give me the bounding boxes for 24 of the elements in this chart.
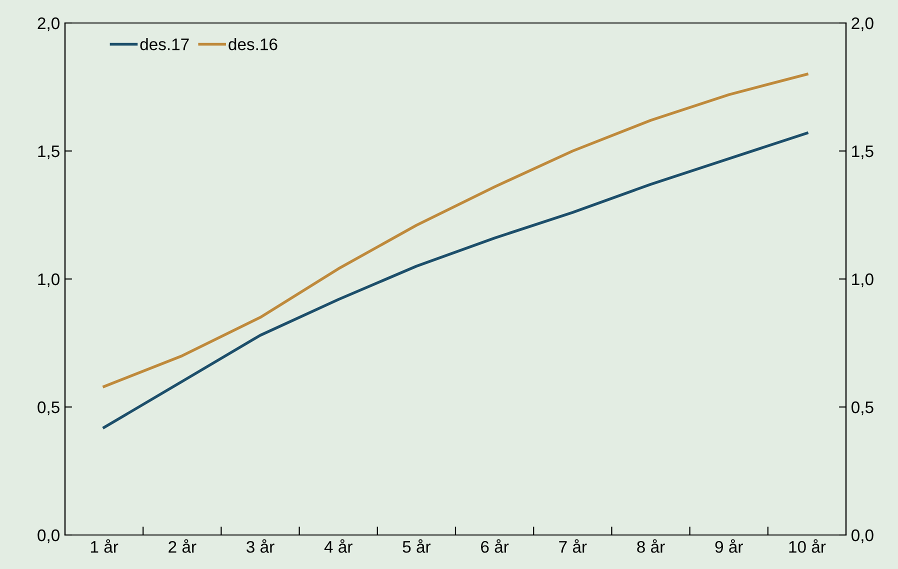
x-tick-label: 9 år [715, 539, 743, 553]
y2-tick-label: 0,0 [852, 529, 874, 544]
x-tick-label: 1 år [90, 539, 118, 553]
y2-tick-label: 0,5 [852, 401, 874, 416]
y-tick-label: 0,0 [38, 529, 60, 544]
line-series [102, 132, 808, 429]
x-tick-label: 3 år [246, 539, 274, 553]
x-tick-label: 4 år [324, 539, 352, 553]
y-tick-label: 2,0 [38, 17, 60, 32]
line-series [102, 72, 808, 388]
y2-tick-label: 1,5 [852, 146, 874, 160]
x-tick-label: 10 år [789, 539, 826, 553]
y-tick-label: 1,5 [38, 146, 60, 160]
y2-tick-label: 2,0 [852, 17, 874, 32]
x-tick-label: 7 år [559, 539, 587, 553]
y2-tick-label: 1,0 [852, 273, 874, 288]
y-tick-label: 0,5 [38, 401, 60, 416]
x-tick-label: 8 år [637, 539, 665, 553]
y-tick-label: 1,0 [38, 273, 60, 288]
x-tick-label: 6 år [481, 539, 509, 553]
legend-label: des.16 [228, 38, 278, 50]
x-tick-label: 2 år [168, 539, 196, 553]
legend-label: des.17 [140, 38, 189, 50]
x-tick-label: 5 år [402, 539, 431, 553]
